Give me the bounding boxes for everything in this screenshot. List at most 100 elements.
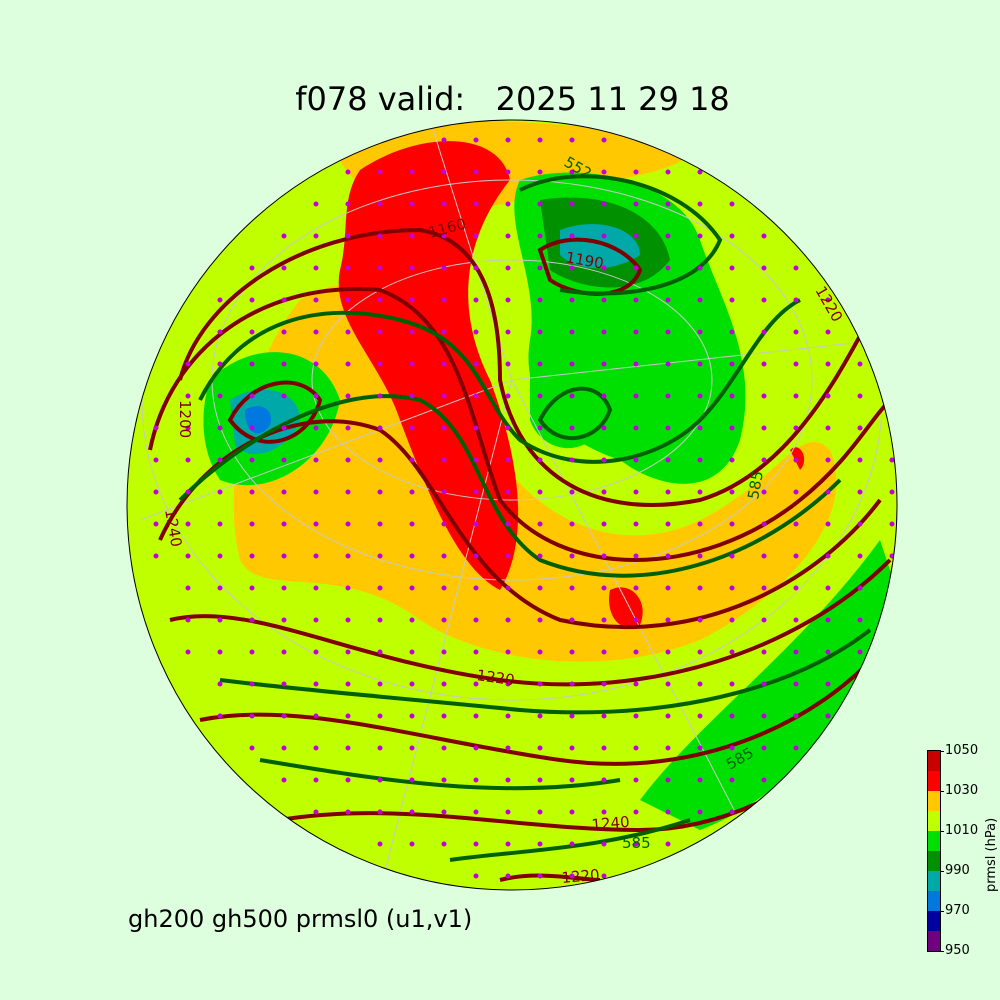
wind-marker xyxy=(217,425,223,431)
wind-marker xyxy=(409,361,415,367)
wind-marker xyxy=(377,393,383,399)
colorbar-label: prmsl (hPa) xyxy=(984,817,999,892)
wind-marker xyxy=(537,745,543,751)
wind-marker xyxy=(569,393,575,399)
wind-marker xyxy=(601,873,607,879)
wind-marker xyxy=(569,553,575,559)
colorbar-segment xyxy=(928,771,940,791)
wind-marker xyxy=(313,425,319,431)
wind-marker xyxy=(505,873,511,879)
wind-marker xyxy=(825,297,831,303)
wind-marker xyxy=(505,649,511,655)
wind-marker xyxy=(569,585,575,591)
wind-marker xyxy=(889,521,895,527)
wind-marker xyxy=(441,809,447,815)
wind-marker xyxy=(633,681,639,687)
wind-marker xyxy=(409,265,415,271)
wind-marker xyxy=(761,233,767,239)
wind-marker xyxy=(281,649,287,655)
wind-marker xyxy=(793,329,799,335)
wind-marker xyxy=(633,553,639,559)
wind-marker xyxy=(441,553,447,559)
wind-marker xyxy=(761,361,767,367)
wind-marker xyxy=(537,617,543,623)
wind-marker xyxy=(409,425,415,431)
wind-marker xyxy=(729,361,735,367)
wind-marker xyxy=(697,713,703,719)
wind-marker xyxy=(601,617,607,623)
wind-marker xyxy=(345,201,351,207)
wind-marker xyxy=(761,329,767,335)
wind-marker xyxy=(793,553,799,559)
wind-marker xyxy=(697,457,703,463)
wind-marker xyxy=(665,745,671,751)
wind-marker xyxy=(729,681,735,687)
wind-marker xyxy=(825,393,831,399)
wind-marker xyxy=(889,425,895,431)
wind-marker xyxy=(345,489,351,495)
wind-marker xyxy=(217,361,223,367)
wind-marker xyxy=(473,649,479,655)
wind-marker xyxy=(345,777,351,783)
contour-label: 1220 xyxy=(475,666,515,689)
wind-marker xyxy=(761,777,767,783)
wind-marker xyxy=(633,393,639,399)
wind-marker xyxy=(537,841,543,847)
wind-marker xyxy=(793,425,799,431)
wind-marker xyxy=(889,585,895,591)
wind-marker xyxy=(345,393,351,399)
wind-marker xyxy=(473,361,479,367)
wind-marker xyxy=(633,457,639,463)
wind-marker xyxy=(537,265,543,271)
wind-marker xyxy=(633,201,639,207)
wind-marker xyxy=(281,777,287,783)
wind-marker xyxy=(569,137,575,143)
wind-marker xyxy=(569,777,575,783)
wind-marker xyxy=(697,809,703,815)
wind-marker xyxy=(729,553,735,559)
wind-marker xyxy=(185,361,191,367)
wind-marker xyxy=(793,585,799,591)
wind-marker xyxy=(313,553,319,559)
wind-marker xyxy=(793,745,799,751)
wind-marker xyxy=(633,521,639,527)
wind-marker xyxy=(569,809,575,815)
wind-marker xyxy=(857,393,863,399)
colorbar-tick-label: 1010 xyxy=(945,823,979,838)
wind-marker xyxy=(537,649,543,655)
wind-marker xyxy=(633,713,639,719)
wind-marker xyxy=(473,521,479,527)
wind-marker xyxy=(313,201,319,207)
wind-marker xyxy=(761,585,767,591)
wind-marker xyxy=(697,553,703,559)
wind-marker xyxy=(345,681,351,687)
wind-marker xyxy=(249,617,255,623)
wind-marker xyxy=(473,233,479,239)
wind-marker xyxy=(601,521,607,527)
wind-marker xyxy=(313,457,319,463)
wind-marker xyxy=(249,681,255,687)
wind-marker xyxy=(537,873,543,879)
wind-marker xyxy=(729,393,735,399)
wind-marker xyxy=(217,297,223,303)
wind-marker xyxy=(473,457,479,463)
wind-marker xyxy=(761,617,767,623)
wind-marker xyxy=(249,585,255,591)
wind-marker xyxy=(377,745,383,751)
wind-marker xyxy=(441,297,447,303)
wind-marker xyxy=(505,841,511,847)
colorbar-tick-label: 970 xyxy=(945,903,970,918)
wind-marker xyxy=(505,585,511,591)
wind-marker xyxy=(729,489,735,495)
wind-marker xyxy=(345,361,351,367)
wind-marker xyxy=(281,617,287,623)
colorbar-segment xyxy=(928,871,940,891)
wind-marker xyxy=(537,361,543,367)
wind-marker xyxy=(505,745,511,751)
wind-marker xyxy=(889,457,895,463)
wind-marker xyxy=(665,553,671,559)
wind-marker xyxy=(857,329,863,335)
wind-marker xyxy=(185,649,191,655)
wind-marker xyxy=(281,457,287,463)
wind-marker xyxy=(569,681,575,687)
